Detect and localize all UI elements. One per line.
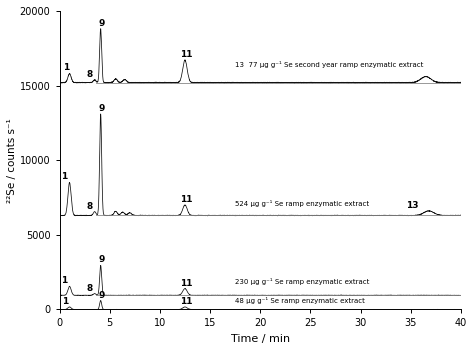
Text: 11: 11 <box>180 297 193 306</box>
Text: 1: 1 <box>63 64 69 72</box>
Text: 13  77 μg g⁻¹ Se second year ramp enzymatic extract: 13 77 μg g⁻¹ Se second year ramp enzymat… <box>235 61 423 68</box>
Text: 1: 1 <box>61 276 67 285</box>
Text: 11: 11 <box>180 279 193 288</box>
Y-axis label: ²²Se / counts s⁻¹: ²²Se / counts s⁻¹ <box>7 118 17 203</box>
Text: 9: 9 <box>99 19 105 28</box>
Text: 9: 9 <box>99 291 105 300</box>
Text: 11: 11 <box>180 50 193 59</box>
Text: 524 μg g⁻¹ Se ramp enzymatic extract: 524 μg g⁻¹ Se ramp enzymatic extract <box>235 200 369 207</box>
Text: 13: 13 <box>407 201 419 210</box>
Text: 11: 11 <box>180 195 193 204</box>
Text: 48 μg g⁻¹ Se ramp enzymatic extract: 48 μg g⁻¹ Se ramp enzymatic extract <box>235 297 365 304</box>
Text: 1: 1 <box>63 297 69 306</box>
Text: 9: 9 <box>99 104 105 113</box>
Text: 8: 8 <box>87 70 93 79</box>
Text: 8: 8 <box>87 202 93 211</box>
Text: 230 μg g⁻¹ Se ramp enzymatic extract: 230 μg g⁻¹ Se ramp enzymatic extract <box>235 278 370 285</box>
Text: 1: 1 <box>61 172 67 181</box>
Text: 9: 9 <box>99 255 105 264</box>
Text: 8: 8 <box>87 284 93 293</box>
X-axis label: Time / min: Time / min <box>231 334 290 344</box>
